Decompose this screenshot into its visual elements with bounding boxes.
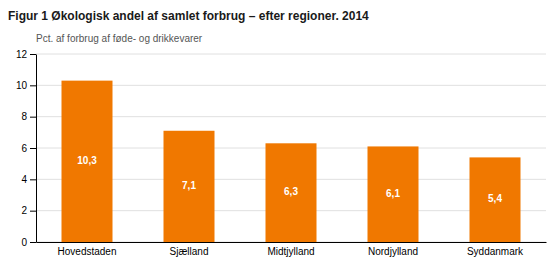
x-tick: Hovedstaden [58,246,117,257]
x-tick: Midtjylland [267,246,314,257]
bars [62,81,521,242]
grid [36,54,546,242]
data-label: 6,1 [386,188,400,199]
y-tick-mark [30,117,36,118]
data-label: 10,3 [77,155,97,166]
bar [164,131,215,242]
x-tick: Syddanmark [467,246,524,257]
title: Figur 1 Økologisk andel af samlet forbru… [8,9,369,23]
y-tick: 12 [16,49,36,60]
x-tick: Sjælland [170,246,209,257]
y-tick-mark [30,242,36,243]
y-tick-label: 8 [21,111,27,122]
chart-container: Figur 1 Økologisk andel af samlet forbru… [0,0,560,270]
data-label: 5,4 [488,193,502,204]
x-tick-label: Midtjylland [267,246,314,257]
x-axis: Hovedstaden Sjælland Midtjylland Nordjyllan… [37,243,547,258]
x-tick-label: Nordjylland [368,246,418,257]
y-tick-mark [30,211,36,212]
data-label: 6,3 [284,186,298,197]
y-tick: 4 [21,174,36,185]
y-tick-label: 4 [21,174,27,185]
y-tick: 10 [16,80,36,91]
y-tick-mark [30,148,36,149]
y-tick: 6 [21,143,36,154]
chart-svg: Figur 1 Økologisk andel af samlet forbru… [0,0,560,270]
y-tick: 2 [21,205,36,216]
x-tick: Nordjylland [368,246,418,257]
y-tick-mark [30,85,36,86]
y-tick-mark [30,179,36,180]
data-label: 7,1 [182,180,196,191]
subtitle: Pct. af forbrug af føde- og drikkevarer [36,33,203,44]
x-tick-label: Syddanmark [467,246,524,257]
y-axis-line [36,55,37,243]
y-tick: 8 [21,111,36,122]
y-tick-label: 6 [21,143,27,154]
bar [470,157,521,242]
bar [62,81,113,242]
y-tick-label: 2 [21,205,27,216]
x-tick-label: Sjælland [170,246,209,257]
y-tick-mark [30,54,36,55]
y-tick-label: 0 [21,237,27,248]
x-axis-line [37,242,547,243]
x-tick-label: Hovedstaden [58,246,117,257]
y-tick: 0 [21,237,36,248]
bar [368,146,419,242]
bar [266,143,317,242]
data-labels: 10,3 7,1 6,3 6,1 5,4 [77,155,502,204]
y-axis: 0 2 4 6 8 10 12 [16,49,37,248]
y-tick-label: 12 [16,49,28,60]
grid-line [36,54,546,55]
y-tick-label: 10 [16,80,28,91]
